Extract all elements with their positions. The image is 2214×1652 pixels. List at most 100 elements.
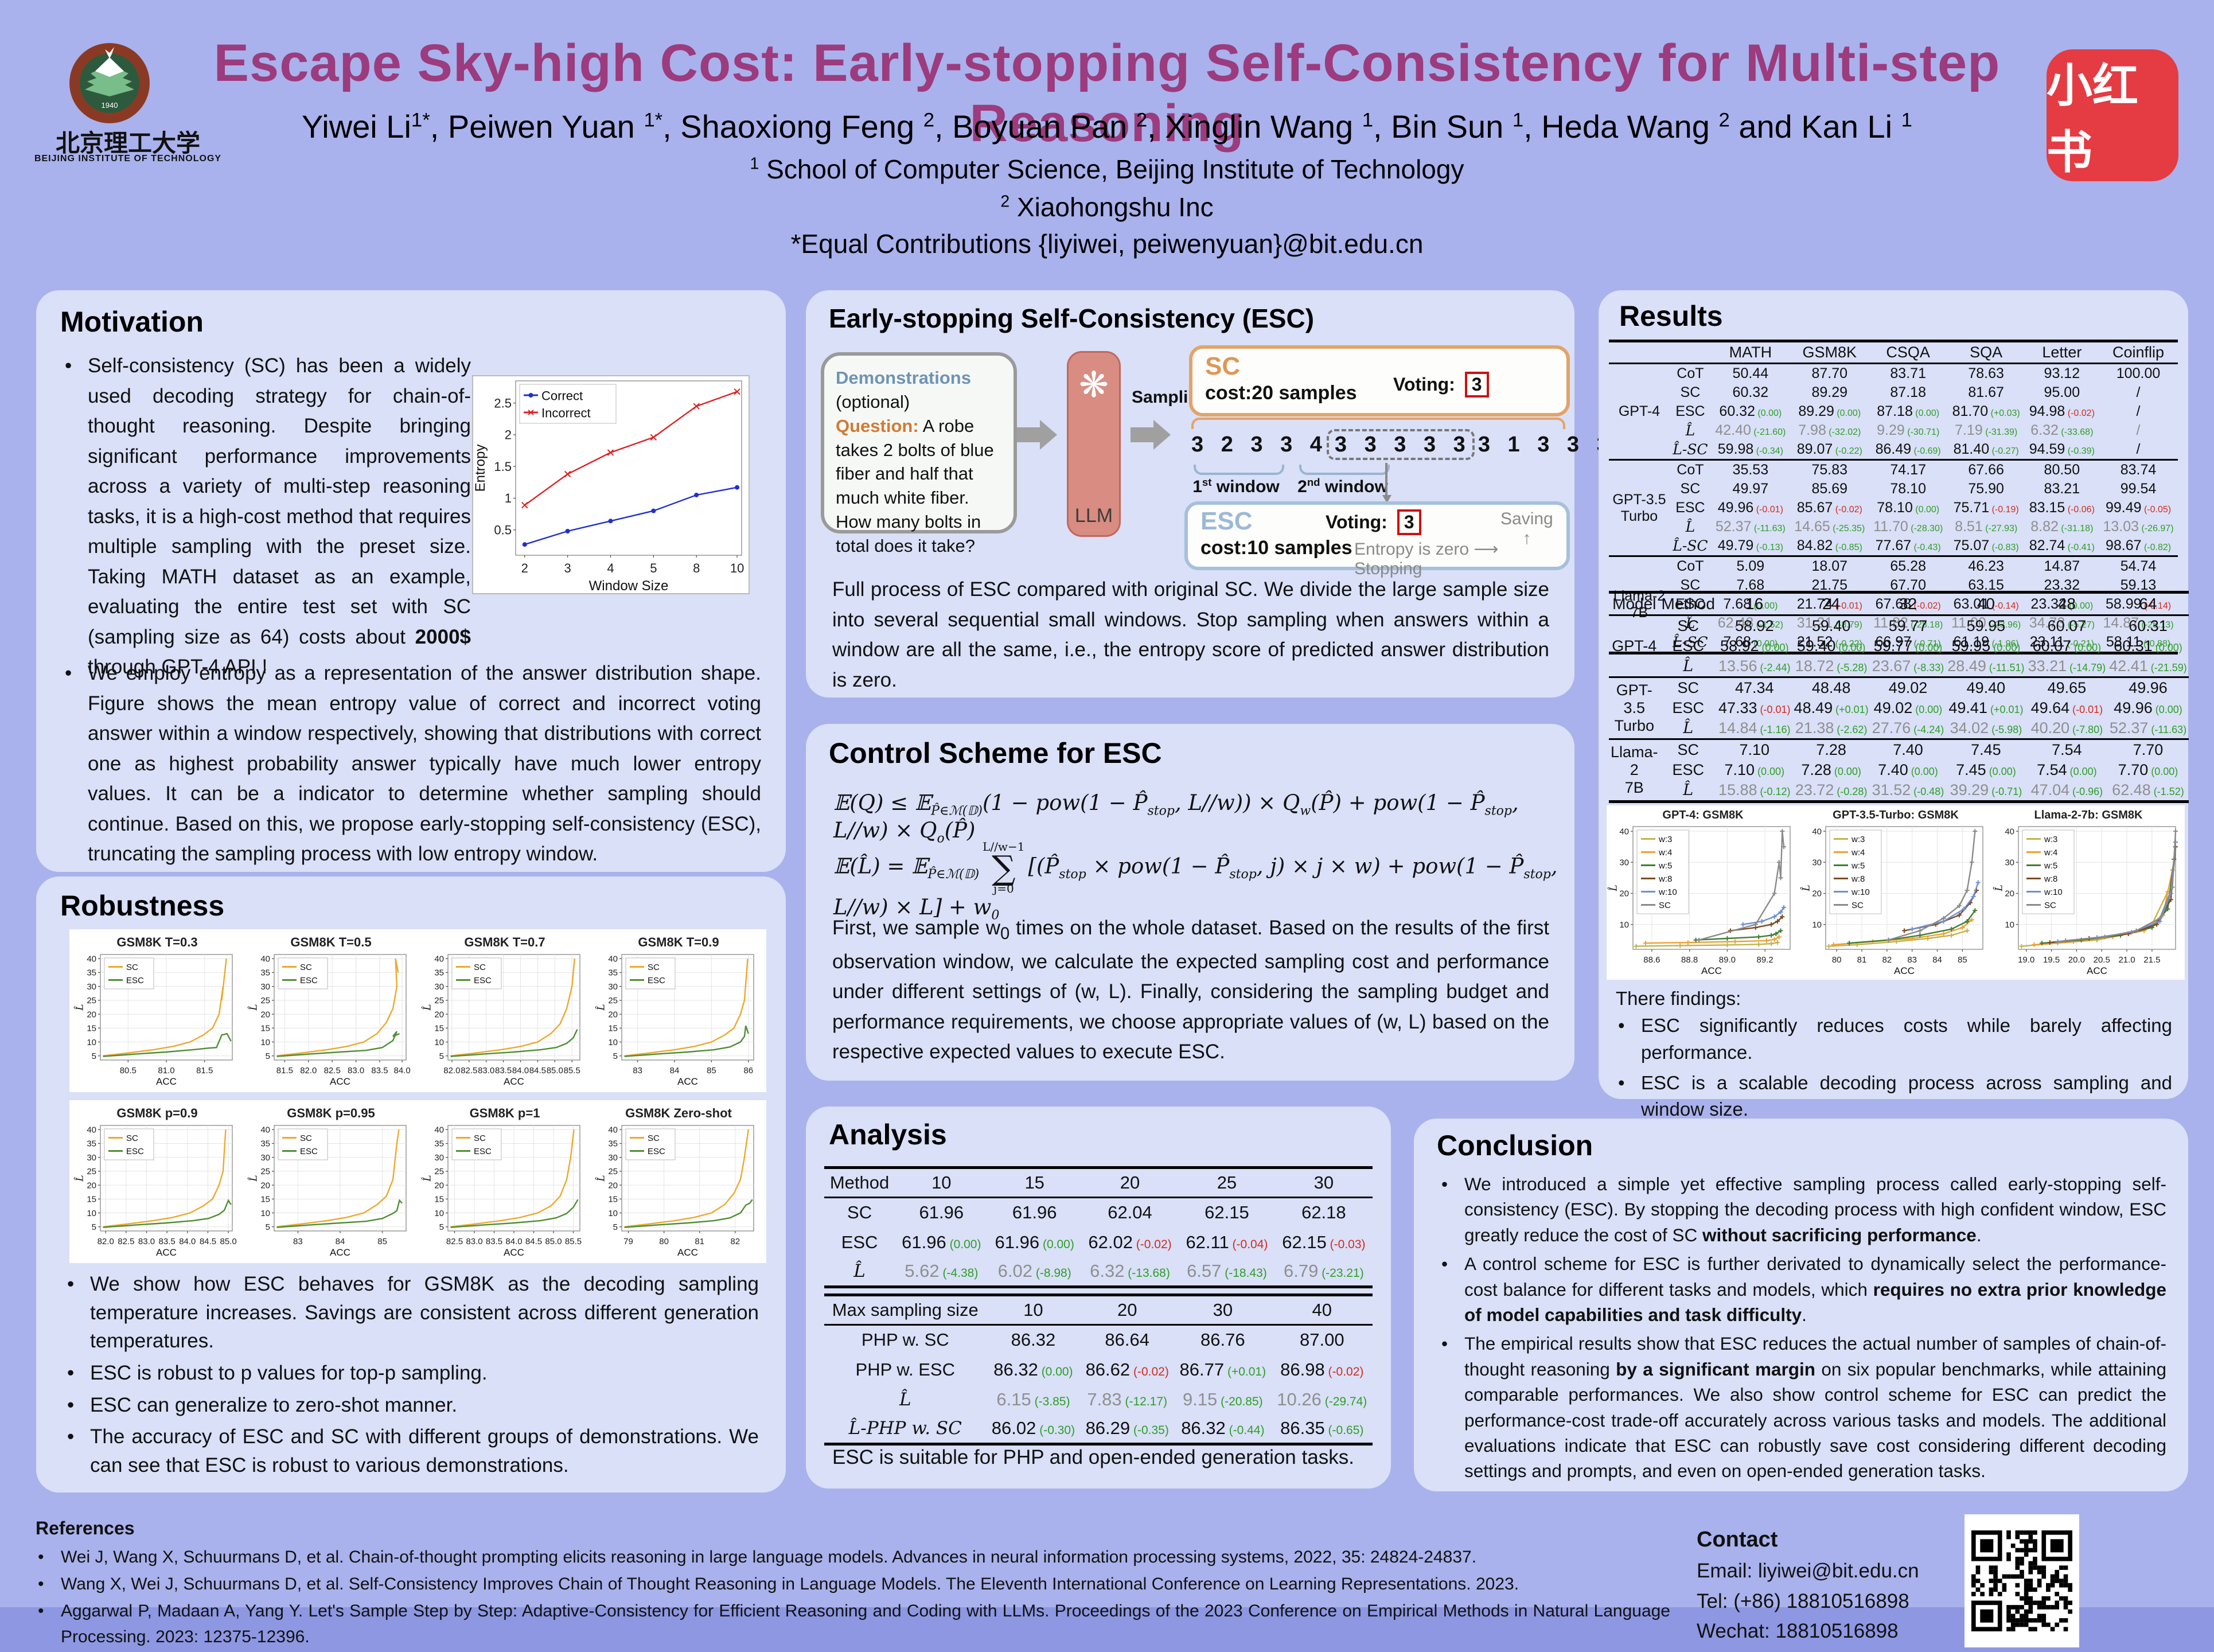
analysis-table-1: Method 10 15 20 25 30 SC 61.96 61.96 62.04 62.15 62… [824, 1166, 1373, 1288]
svg-text:5: 5 [92, 1051, 96, 1061]
svg-text:5: 5 [439, 1222, 444, 1232]
svg-text:0.5: 0.5 [494, 523, 512, 537]
svg-text:5: 5 [266, 1222, 270, 1232]
svg-text:SC: SC [474, 1133, 486, 1143]
scaling-charts-strip: GPT-4: GSM8K 10 20 30 40 88.6 88.8 89.0 89.2 ACC L… [1607, 805, 2185, 980]
saving-note: Saving ↑ [1500, 509, 1553, 548]
svg-text:84.0: 84.0 [505, 1237, 522, 1246]
svg-text:w:3: w:3 [1658, 835, 1672, 844]
svg-text:w:10: w:10 [1658, 887, 1677, 897]
svg-text:10: 10 [608, 1209, 618, 1218]
finding-item: ESC is a scalable decoding process acros… [1618, 1070, 2172, 1124]
svg-text:L̂: L̂ [422, 1004, 433, 1011]
svg-text:81: 81 [695, 1237, 704, 1246]
arrow-to-llm-icon [1017, 420, 1057, 450]
svg-text:40: 40 [434, 954, 444, 964]
svg-text:SC: SC [648, 1133, 660, 1143]
svg-text:81.5: 81.5 [276, 1066, 293, 1076]
svg-text:25: 25 [260, 996, 270, 1006]
svg-text:40: 40 [260, 1125, 270, 1135]
saving-arrow-icon: ↑ [1522, 529, 1531, 548]
svg-text:83.5: 83.5 [371, 1066, 388, 1076]
svg-text:10: 10 [434, 1209, 444, 1218]
svg-text:SC: SC [126, 1133, 138, 1143]
sc-bracket [1191, 418, 1565, 429]
formula-expected-quality: 𝔼(Q) ≤ 𝔼P̂∈ℳ(𝔻)(1 − pow(1 − P̂stop, L//w… [833, 790, 1519, 846]
svg-text:10: 10 [730, 561, 744, 575]
svg-text:ACC: ACC [504, 1076, 524, 1087]
entropy-zero-arrow-icon [1382, 463, 1391, 503]
svg-text:ESC: ESC [474, 1147, 492, 1156]
xiaohongshu-logo-text: 小红书 [2047, 60, 2138, 178]
svg-text:ACC: ACC [677, 1076, 698, 1087]
svg-text:88.6: 88.6 [1643, 955, 1660, 965]
sc-voting: Voting: 3 [1393, 372, 1489, 398]
robustness-chart-p095: GSM8K p=0.95 5 10 15 20 25 30 35 40 83 84 85 ACC L̂ SC… [248, 1104, 413, 1260]
svg-text:80: 80 [1832, 955, 1842, 965]
robustness-chart-p09: GSM8K p=0.9 5 10 15 20 25 30 35 40 82.0 82.5 83.0 83… [74, 1106, 237, 1258]
svg-text:30: 30 [434, 1153, 444, 1163]
question-label: Question: [836, 415, 919, 436]
svg-text:25: 25 [608, 1167, 618, 1176]
svg-text:83.0: 83.0 [138, 1237, 155, 1246]
motivation-bullet-2: We employ entropy as a representation of… [65, 659, 761, 870]
svg-text:10: 10 [608, 1038, 618, 1047]
svg-text:89.0: 89.0 [1719, 955, 1736, 965]
svg-text:SC: SC [474, 963, 486, 972]
svg-text:84: 84 [336, 1237, 345, 1246]
svg-text:8: 8 [693, 561, 700, 575]
robustness-chart-p1: GSM8K p=1 5 10 15 20 25 30 35 40 82.5 83.0 83.5 84.0… [422, 1106, 582, 1258]
svg-text:86: 86 [743, 1066, 753, 1076]
svg-text:w:3: w:3 [2044, 835, 2057, 844]
svg-text:84.0: 84.0 [512, 1066, 529, 1076]
svg-text:SC: SC [648, 963, 660, 972]
svg-text:25: 25 [608, 996, 618, 1006]
svg-text:84.0: 84.0 [393, 1066, 410, 1076]
svg-text:10: 10 [260, 1038, 270, 1047]
svg-text:ACC: ACC [677, 1247, 698, 1258]
svg-text:85: 85 [707, 1066, 716, 1076]
svg-text:SC: SC [2044, 901, 2056, 910]
motivation-bullet1-list: Self-consistency (SC) has been a widely … [63, 351, 471, 686]
robustness-bullet: ESC is robust to p values for top-p samp… [67, 1359, 759, 1388]
svg-text:10: 10 [87, 1209, 96, 1218]
control-panel: Control Scheme for ESC 𝔼(Q) ≤ 𝔼P̂∈ℳ(𝔻)(1… [806, 724, 1574, 1081]
svg-text:84.5: 84.5 [525, 1237, 542, 1246]
arrow-to-samples-icon [1131, 420, 1171, 450]
svg-text:10: 10 [434, 1038, 444, 1047]
svg-text:84.5: 84.5 [529, 1066, 546, 1076]
svg-text:ACC: ACC [1701, 965, 1722, 976]
svg-text:30: 30 [1619, 858, 1629, 868]
svg-text:84: 84 [1932, 955, 1942, 965]
svg-text:SC: SC [126, 963, 138, 972]
svg-text:20.0: 20.0 [2068, 955, 2085, 965]
esc-caption: Full process of ESC compared with origin… [832, 578, 1549, 691]
svg-text:35: 35 [87, 968, 96, 978]
svg-text:83.0: 83.0 [466, 1237, 482, 1246]
robustness-chart-t05: GSM8K T=0.5 5 10 15 20 25 30 35 40 81.5 82.0 82.5 83… [248, 935, 411, 1087]
sc-vote-value: 3 [1464, 372, 1489, 398]
svg-text:85: 85 [1958, 955, 1967, 965]
reference-item: Wang X, Wei J, Schuurmans D, et al. Self… [38, 1571, 1670, 1597]
esc-vote-value: 3 [1397, 509, 1421, 535]
svg-text:ESC: ESC [474, 976, 492, 985]
svg-text:15: 15 [260, 1195, 270, 1205]
references-heading: References [36, 1518, 135, 1538]
contact-block: Contact Email: liyiwei@bit.edu.cn Tel: (… [1697, 1524, 1919, 1647]
svg-text:25: 25 [87, 1167, 96, 1176]
svg-text:82.5: 82.5 [324, 1066, 341, 1076]
svg-text:20: 20 [608, 1010, 618, 1019]
svg-text:15: 15 [87, 1024, 96, 1034]
svg-text:10: 10 [1619, 920, 1629, 930]
svg-text:SC: SC [300, 963, 312, 972]
sc-cost: cost:20 samples [1205, 382, 1357, 404]
svg-text:10: 10 [87, 1038, 96, 1047]
robustness-row1: GSM8K T=0.3 5 10 15 20 25 30 35 40 80.5 81.0 81.5 AC… [69, 929, 766, 1092]
conclusion-heading: Conclusion [1437, 1129, 1593, 1162]
svg-text:21.0: 21.0 [2118, 955, 2135, 965]
conclusion-bullet: A control scheme for ESC is further deri… [1441, 1251, 2166, 1327]
svg-text:35: 35 [260, 968, 270, 978]
svg-text:82.0: 82.0 [443, 1066, 460, 1076]
svg-text:w:5: w:5 [1851, 861, 1865, 871]
svg-text:82.5: 82.5 [446, 1237, 463, 1246]
